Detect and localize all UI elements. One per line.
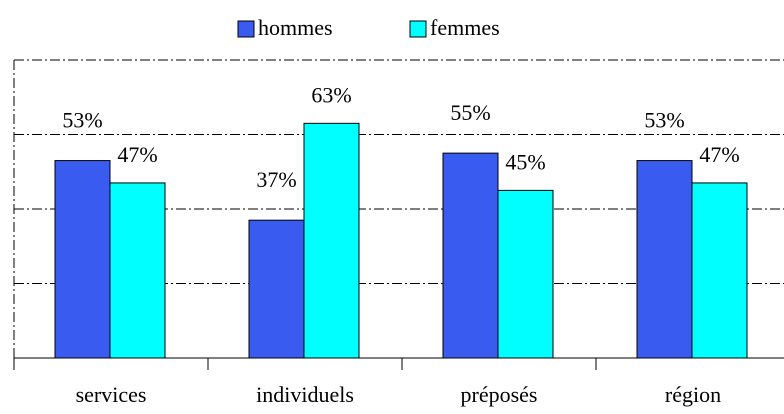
legend-label: femmes xyxy=(430,15,500,40)
bar xyxy=(442,152,499,359)
legend-swatch xyxy=(409,20,427,38)
x-tick-label: individuels xyxy=(256,382,354,407)
bar xyxy=(497,189,554,359)
bar xyxy=(636,160,693,359)
legend-swatch xyxy=(237,20,255,38)
x-tick-label: région xyxy=(665,382,721,407)
value-label: 55% xyxy=(450,100,490,125)
value-label: 45% xyxy=(505,149,545,174)
x-tick-label: préposés xyxy=(461,382,538,407)
value-label: 53% xyxy=(644,108,684,133)
x-tick-label: services xyxy=(76,382,147,407)
bar xyxy=(248,219,305,359)
value-label: 37% xyxy=(256,167,296,192)
value-label: 63% xyxy=(311,82,351,107)
legend-label: hommes xyxy=(258,15,333,40)
bar xyxy=(303,122,360,359)
bar xyxy=(109,182,166,359)
bar xyxy=(54,160,111,359)
bar xyxy=(691,182,748,359)
value-label: 47% xyxy=(699,142,739,167)
value-label: 47% xyxy=(117,142,157,167)
value-label: 53% xyxy=(62,108,102,133)
